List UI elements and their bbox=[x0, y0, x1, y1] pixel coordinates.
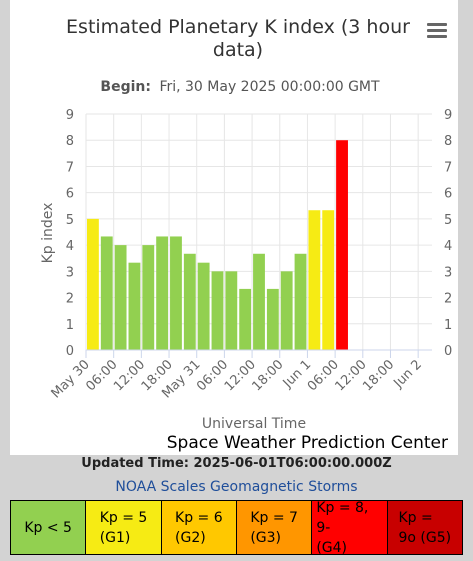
y-tick-label-left: 7 bbox=[66, 160, 74, 175]
chart-subtitle: Begin: Fri, 30 May 2025 00:00:00 GMT bbox=[100, 79, 380, 95]
x-tick-label: 18:00 bbox=[360, 357, 397, 394]
y-tick-label-right: 3 bbox=[444, 265, 452, 280]
y-tick-label-right: 0 bbox=[444, 344, 452, 359]
y-tick-label-left: 4 bbox=[66, 239, 74, 254]
kp-color-legend: Kp < 5 Kp = 5 (G1) Kp = 6 (G2) Kp = 7 (G3) K… bbox=[10, 500, 463, 555]
kp-bar[interactable] bbox=[253, 253, 265, 350]
chart-panel: Estimated Planetary K index (3 hour data… bbox=[10, 0, 458, 455]
kp-bar[interactable] bbox=[211, 271, 224, 350]
y-tick-label-right: 7 bbox=[444, 160, 452, 175]
y-axis-title: Kp index bbox=[40, 203, 56, 264]
y-tick-label-right: 4 bbox=[444, 239, 452, 254]
legend-label: Kp = 6 (G2) bbox=[175, 509, 223, 546]
x-tick-label: Jun 2 bbox=[391, 357, 425, 391]
kp-bar[interactable] bbox=[322, 210, 335, 350]
credit-text: Space Weather Prediction Center bbox=[167, 433, 448, 453]
kp-bar[interactable] bbox=[170, 236, 182, 350]
noaa-scales-link[interactable]: NOAA Scales Geomagnetic Storms bbox=[115, 479, 358, 495]
kp-bar[interactable] bbox=[87, 218, 99, 350]
legend-label: Kp = 9o (G5) bbox=[398, 509, 452, 546]
legend-cell: Kp = 5 (G1) bbox=[86, 501, 162, 554]
subtitle-value: Fri, 30 May 2025 00:00:00 GMT bbox=[159, 79, 380, 95]
legend-label: Kp = 5 (G1) bbox=[99, 509, 148, 546]
kp-bar[interactable] bbox=[197, 262, 210, 350]
y-tick-label-right: 1 bbox=[444, 318, 452, 333]
kp-bar[interactable] bbox=[128, 262, 141, 350]
kp-chart: Estimated Planetary K index (3 hour data… bbox=[40, 16, 452, 453]
kp-bar[interactable] bbox=[142, 245, 155, 350]
chart-title-line-2: data) bbox=[213, 39, 263, 61]
y-tick-label-left: 8 bbox=[66, 134, 74, 149]
chart-title-line-1: Estimated Planetary K index (3 hour bbox=[66, 16, 410, 38]
legend-cell: Kp = 9o (G5) bbox=[387, 501, 462, 554]
kp-bar[interactable] bbox=[225, 271, 238, 350]
legend-label: Kp = 7 (G3) bbox=[250, 509, 298, 546]
x-axis-title: Universal Time bbox=[202, 416, 306, 432]
legend-cell: Kp = 7 (G3) bbox=[236, 501, 313, 554]
y-tick-label-right: 8 bbox=[444, 134, 452, 149]
subtitle-label: Begin: bbox=[100, 79, 151, 95]
kp-bar[interactable] bbox=[100, 236, 113, 350]
kp-bar[interactable] bbox=[308, 210, 321, 350]
legend-label: Kp = 8, 9- (G4) bbox=[316, 501, 369, 554]
kp-bar[interactable] bbox=[239, 288, 252, 350]
kp-bar[interactable] bbox=[336, 140, 348, 350]
y-tick-label-right: 2 bbox=[444, 292, 452, 307]
kp-bar[interactable] bbox=[183, 253, 196, 350]
updated-time: Updated Time: 2025-06-01T06:00:00.000Z bbox=[81, 456, 392, 471]
y-tick-label-left: 5 bbox=[66, 213, 74, 228]
kp-bar[interactable] bbox=[156, 236, 169, 350]
kp-bar[interactable] bbox=[266, 288, 279, 350]
y-tick-label-left: 9 bbox=[66, 108, 74, 123]
kp-bar[interactable] bbox=[114, 245, 127, 350]
y-tick-label-right: 9 bbox=[444, 108, 452, 123]
y-tick-label-right: 6 bbox=[444, 187, 452, 202]
y-tick-label-left: 2 bbox=[66, 292, 74, 307]
x-tick-label: May 30 bbox=[49, 357, 93, 401]
legend-cell: Kp < 5 bbox=[11, 501, 87, 554]
y-tick-label-right: 5 bbox=[444, 213, 452, 228]
hamburger-menu-icon[interactable] bbox=[426, 20, 448, 42]
legend-label: Kp < 5 bbox=[24, 519, 72, 536]
kp-bar[interactable] bbox=[280, 271, 293, 350]
x-tick-label: 18:00 bbox=[249, 357, 286, 394]
y-tick-label-left: 3 bbox=[66, 265, 74, 280]
y-tick-label-left: 0 bbox=[66, 344, 74, 359]
y-tick-label-left: 1 bbox=[66, 318, 74, 333]
legend-cell: Kp = 8, 9- (G4) bbox=[312, 501, 388, 554]
legend-cell: Kp = 6 (G2) bbox=[161, 501, 237, 554]
kp-bar[interactable] bbox=[294, 253, 307, 350]
y-tick-label-left: 6 bbox=[66, 187, 74, 202]
